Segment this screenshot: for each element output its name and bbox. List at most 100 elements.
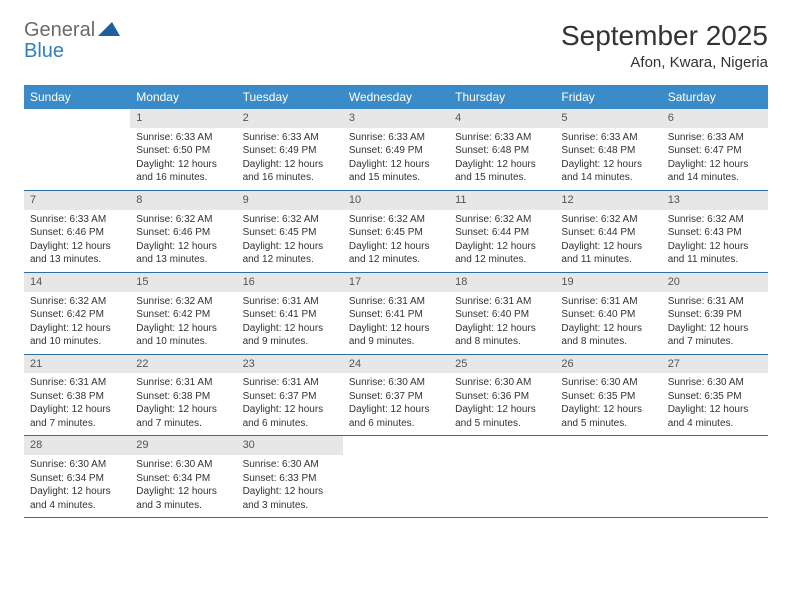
- calendar-day: 17Sunrise: 6:31 AMSunset: 6:41 PMDayligh…: [343, 272, 449, 354]
- daylight-line: Daylight: 12 hours and 12 minutes.: [349, 240, 443, 267]
- page-header: General Blue September 2025 Afon, Kwara,…: [24, 20, 768, 71]
- daylight-line: Daylight: 12 hours and 15 minutes.: [455, 158, 549, 185]
- daylight-line: Daylight: 12 hours and 12 minutes.: [455, 240, 549, 267]
- day-data: Sunrise: 6:33 AMSunset: 6:48 PMDaylight:…: [449, 128, 555, 190]
- sunset-line: Sunset: 6:44 PM: [561, 226, 655, 240]
- sunrise-line: Sunrise: 6:30 AM: [561, 376, 655, 390]
- day-number: 8: [130, 191, 236, 210]
- day-data: Sunrise: 6:32 AMSunset: 6:45 PMDaylight:…: [237, 210, 343, 272]
- day-number: 2: [237, 109, 343, 128]
- sunrise-line: Sunrise: 6:30 AM: [243, 458, 337, 472]
- calendar-empty: [343, 436, 449, 518]
- day-number: 21: [24, 355, 130, 374]
- calendar-day: 12Sunrise: 6:32 AMSunset: 6:44 PMDayligh…: [555, 190, 661, 272]
- day-number: 11: [449, 191, 555, 210]
- logo-text-2: Blue: [24, 41, 120, 62]
- day-data: [24, 128, 130, 182]
- calendar-empty: [555, 436, 661, 518]
- sunrise-line: Sunrise: 6:30 AM: [455, 376, 549, 390]
- day-number: 9: [237, 191, 343, 210]
- sunset-line: Sunset: 6:46 PM: [136, 226, 230, 240]
- calendar-day: 21Sunrise: 6:31 AMSunset: 6:38 PMDayligh…: [24, 354, 130, 436]
- sunset-line: Sunset: 6:40 PM: [561, 308, 655, 322]
- sunset-line: Sunset: 6:34 PM: [30, 472, 124, 486]
- day-data: Sunrise: 6:33 AMSunset: 6:47 PMDaylight:…: [662, 128, 768, 190]
- daylight-line: Daylight: 12 hours and 10 minutes.: [30, 322, 124, 349]
- day-number: 26: [555, 355, 661, 374]
- day-data: [343, 455, 449, 509]
- sunrise-line: Sunrise: 6:33 AM: [561, 131, 655, 145]
- calendar-day: 2Sunrise: 6:33 AMSunset: 6:49 PMDaylight…: [237, 109, 343, 190]
- day-data: [662, 455, 768, 509]
- sunrise-line: Sunrise: 6:32 AM: [561, 213, 655, 227]
- sunrise-line: Sunrise: 6:32 AM: [30, 295, 124, 309]
- sunset-line: Sunset: 6:43 PM: [668, 226, 762, 240]
- sunset-line: Sunset: 6:35 PM: [668, 390, 762, 404]
- day-data: Sunrise: 6:32 AMSunset: 6:42 PMDaylight:…: [24, 292, 130, 354]
- day-number: 24: [343, 355, 449, 374]
- calendar-row: 14Sunrise: 6:32 AMSunset: 6:42 PMDayligh…: [24, 272, 768, 354]
- calendar-day: 19Sunrise: 6:31 AMSunset: 6:40 PMDayligh…: [555, 272, 661, 354]
- day-data: Sunrise: 6:31 AMSunset: 6:41 PMDaylight:…: [343, 292, 449, 354]
- calendar-day: 30Sunrise: 6:30 AMSunset: 6:33 PMDayligh…: [237, 436, 343, 518]
- sunset-line: Sunset: 6:48 PM: [561, 144, 655, 158]
- calendar-day: 29Sunrise: 6:30 AMSunset: 6:34 PMDayligh…: [130, 436, 236, 518]
- sunset-line: Sunset: 6:38 PM: [136, 390, 230, 404]
- day-data: Sunrise: 6:31 AMSunset: 6:38 PMDaylight:…: [24, 373, 130, 435]
- sunrise-line: Sunrise: 6:30 AM: [668, 376, 762, 390]
- calendar-head: SundayMondayTuesdayWednesdayThursdayFrid…: [24, 85, 768, 109]
- day-data: Sunrise: 6:31 AMSunset: 6:37 PMDaylight:…: [237, 373, 343, 435]
- day-number: 6: [662, 109, 768, 128]
- sunset-line: Sunset: 6:45 PM: [349, 226, 443, 240]
- calendar-day: 18Sunrise: 6:31 AMSunset: 6:40 PMDayligh…: [449, 272, 555, 354]
- calendar-day: 23Sunrise: 6:31 AMSunset: 6:37 PMDayligh…: [237, 354, 343, 436]
- day-data: Sunrise: 6:32 AMSunset: 6:44 PMDaylight:…: [555, 210, 661, 272]
- day-number: 12: [555, 191, 661, 210]
- sunrise-line: Sunrise: 6:31 AM: [30, 376, 124, 390]
- sunset-line: Sunset: 6:37 PM: [349, 390, 443, 404]
- sunrise-line: Sunrise: 6:32 AM: [136, 213, 230, 227]
- daylight-line: Daylight: 12 hours and 11 minutes.: [668, 240, 762, 267]
- day-data: Sunrise: 6:32 AMSunset: 6:43 PMDaylight:…: [662, 210, 768, 272]
- day-number: 29: [130, 436, 236, 455]
- calendar-row: 28Sunrise: 6:30 AMSunset: 6:34 PMDayligh…: [24, 436, 768, 518]
- day-number: 5: [555, 109, 661, 128]
- day-number: 4: [449, 109, 555, 128]
- day-number: 25: [449, 355, 555, 374]
- weekday-header: Sunday: [24, 85, 130, 109]
- calendar-empty: [24, 109, 130, 190]
- calendar-day: 1Sunrise: 6:33 AMSunset: 6:50 PMDaylight…: [130, 109, 236, 190]
- daylight-line: Daylight: 12 hours and 3 minutes.: [243, 485, 337, 512]
- sunset-line: Sunset: 6:45 PM: [243, 226, 337, 240]
- logo: General Blue: [24, 20, 120, 62]
- sunrise-line: Sunrise: 6:33 AM: [668, 131, 762, 145]
- daylight-line: Daylight: 12 hours and 13 minutes.: [30, 240, 124, 267]
- sunrise-line: Sunrise: 6:31 AM: [668, 295, 762, 309]
- calendar-row: 1Sunrise: 6:33 AMSunset: 6:50 PMDaylight…: [24, 109, 768, 190]
- sunset-line: Sunset: 6:49 PM: [243, 144, 337, 158]
- day-data: Sunrise: 6:33 AMSunset: 6:48 PMDaylight:…: [555, 128, 661, 190]
- location: Afon, Kwara, Nigeria: [561, 54, 768, 71]
- day-data: Sunrise: 6:31 AMSunset: 6:40 PMDaylight:…: [555, 292, 661, 354]
- calendar-day: 24Sunrise: 6:30 AMSunset: 6:37 PMDayligh…: [343, 354, 449, 436]
- day-number: 20: [662, 273, 768, 292]
- daylight-line: Daylight: 12 hours and 4 minutes.: [30, 485, 124, 512]
- sunrise-line: Sunrise: 6:31 AM: [455, 295, 549, 309]
- day-number: 17: [343, 273, 449, 292]
- daylight-line: Daylight: 12 hours and 7 minutes.: [136, 403, 230, 430]
- sunrise-line: Sunrise: 6:33 AM: [136, 131, 230, 145]
- day-data: Sunrise: 6:33 AMSunset: 6:46 PMDaylight:…: [24, 210, 130, 272]
- calendar-empty: [662, 436, 768, 518]
- daylight-line: Daylight: 12 hours and 16 minutes.: [136, 158, 230, 185]
- day-number: 22: [130, 355, 236, 374]
- sunrise-line: Sunrise: 6:32 AM: [668, 213, 762, 227]
- day-number: [24, 109, 130, 128]
- calendar-day: 15Sunrise: 6:32 AMSunset: 6:42 PMDayligh…: [130, 272, 236, 354]
- calendar-day: 28Sunrise: 6:30 AMSunset: 6:34 PMDayligh…: [24, 436, 130, 518]
- day-number: [662, 436, 768, 455]
- daylight-line: Daylight: 12 hours and 14 minutes.: [561, 158, 655, 185]
- day-number: 18: [449, 273, 555, 292]
- sunrise-line: Sunrise: 6:31 AM: [561, 295, 655, 309]
- logo-icon: [98, 21, 120, 40]
- sunset-line: Sunset: 6:46 PM: [30, 226, 124, 240]
